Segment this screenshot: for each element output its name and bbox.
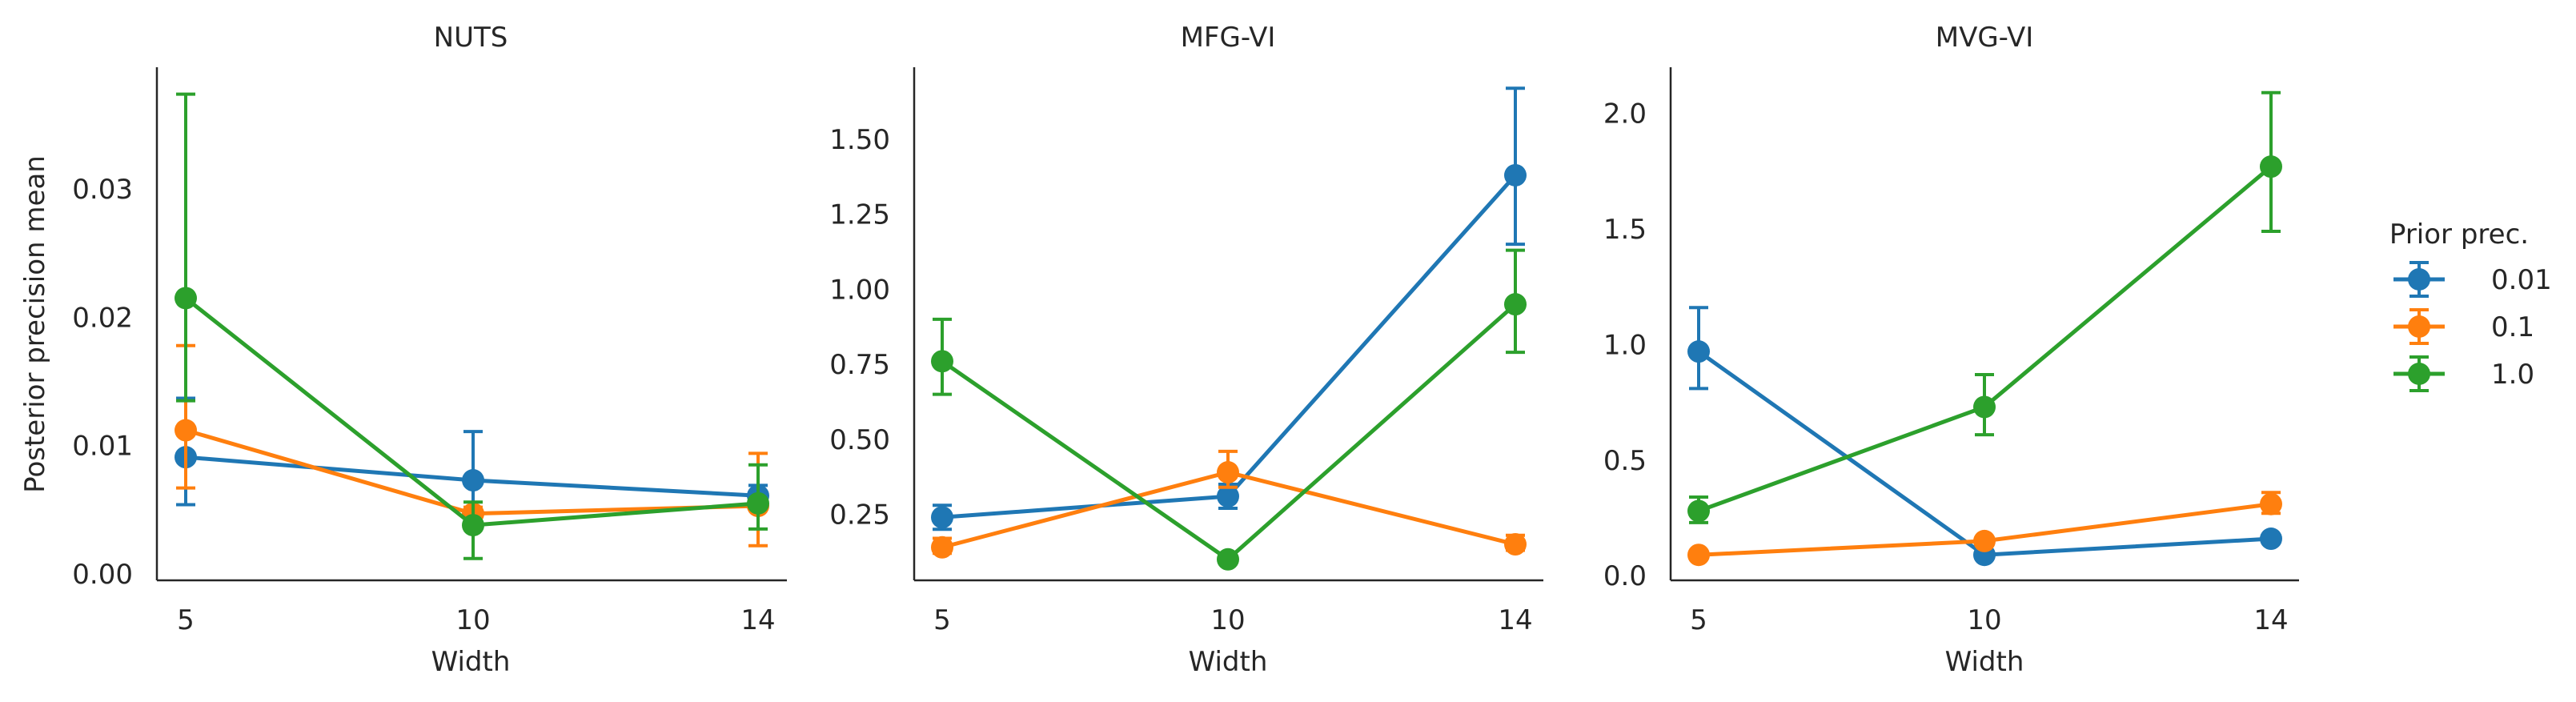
y-tick-label: 0.01 [72,431,133,463]
series-1.0 [1687,90,2282,524]
tick-labels: 0.00 0.01 0.02 0.03 5 10 14 [72,174,775,636]
legend-marker [2408,315,2430,338]
x-tick-label: 5 [933,604,951,636]
panel-mfg-vi: MFG-VI Width 0.25 0.50 0.75 1.00 1.25 1.50 5 10… [829,22,1543,678]
series-0.1 [931,449,1527,559]
data-point [1217,485,1239,508]
data-point [2260,155,2282,179]
y-tick-label: 2.0 [1603,98,1647,130]
data-point [462,514,484,537]
panel-title: MFG-VI [1181,22,1276,54]
series-0.1 [1687,491,2282,567]
data-marks [175,92,769,560]
y-tick-label: 1.50 [829,124,890,156]
legend-marker [2408,268,2430,291]
legend-entry: 0.01 [2393,261,2552,298]
y-tick-label: 0.50 [829,424,890,456]
x-tick-label: 14 [740,604,775,636]
x-axis-label: Width [1189,646,1268,678]
y-tick-label: 1.0 [1603,329,1647,361]
data-point [1687,544,1710,567]
x-tick-label: 10 [1967,604,2001,636]
data-point [462,469,484,492]
legend-entry: 1.0 [2393,355,2534,392]
series-line [1698,165,2273,513]
legend-entry: 0.1 [2393,308,2534,345]
data-point [1217,548,1239,571]
y-tick-label: 0.0 [1603,560,1647,592]
tick-labels: 0.0 0.5 1.0 1.5 2.0 5 10 14 [1603,98,2289,636]
data-point [747,491,769,515]
x-tick-label: 5 [177,604,195,636]
data-point [175,287,197,310]
data-point [1973,529,1996,552]
data-point [1217,461,1239,484]
y-axis-label: Posterior precision mean [19,155,51,493]
x-tick-label: 5 [1690,604,1707,636]
data-point [931,506,953,529]
legend-marker [2408,363,2430,385]
data-point [1504,293,1527,316]
legend-label: 0.1 [2491,311,2534,343]
y-tick-label: 0.03 [72,174,133,206]
x-axis-label: Width [1945,646,2024,678]
series-1.0 [175,92,769,560]
data-point [931,536,953,559]
tick-labels: 0.25 0.50 0.75 1.00 1.25 1.50 5 10 14 [829,124,1532,636]
data-marks [931,86,1527,571]
data-point [1687,499,1710,523]
data-point [1504,163,1527,187]
data-point [1687,340,1710,363]
x-tick-label: 14 [2253,604,2288,636]
x-tick-label: 10 [455,604,490,636]
y-tick-label: 0.00 [72,559,133,591]
data-point [2260,528,2282,551]
legend-title: Prior prec. [2389,219,2529,251]
y-tick-label: 1.00 [829,274,890,306]
x-tick-label: 14 [1498,604,1532,636]
data-point [175,419,197,442]
y-tick-label: 0.02 [72,302,133,334]
y-tick-label: 1.25 [829,199,890,231]
panel-nuts: NUTS Posterior precision mean Width 0.00… [19,22,787,678]
legend-label: 1.0 [2491,359,2534,391]
data-marks [1687,90,2282,567]
y-tick-label: 0.75 [829,349,890,381]
x-axis-label: Width [431,646,511,678]
series-1.0 [931,248,1527,571]
data-point [1504,533,1527,556]
series-0.01 [1687,306,2282,567]
legend-entries: 0.01 0.1 1.0 [2393,261,2552,392]
series-0.01 [931,86,1527,532]
y-tick-label: 0.25 [829,499,890,532]
panel-title: NUTS [434,22,508,54]
data-point [2260,492,2282,515]
panel-title: MVG-VI [1936,22,2034,54]
data-point [931,350,953,373]
panel-mvg-vi: MVG-VI Width 0.0 0.5 1.0 1.5 2.0 5 10 14 [1603,22,2299,678]
legend-label: 0.01 [2491,264,2552,296]
y-tick-label: 1.5 [1603,214,1647,246]
y-tick-label: 0.5 [1603,445,1647,477]
x-tick-label: 10 [1210,604,1245,636]
legend: Prior prec. 0.01 0.1 1.0 [2389,219,2552,392]
data-point [1973,395,1996,419]
